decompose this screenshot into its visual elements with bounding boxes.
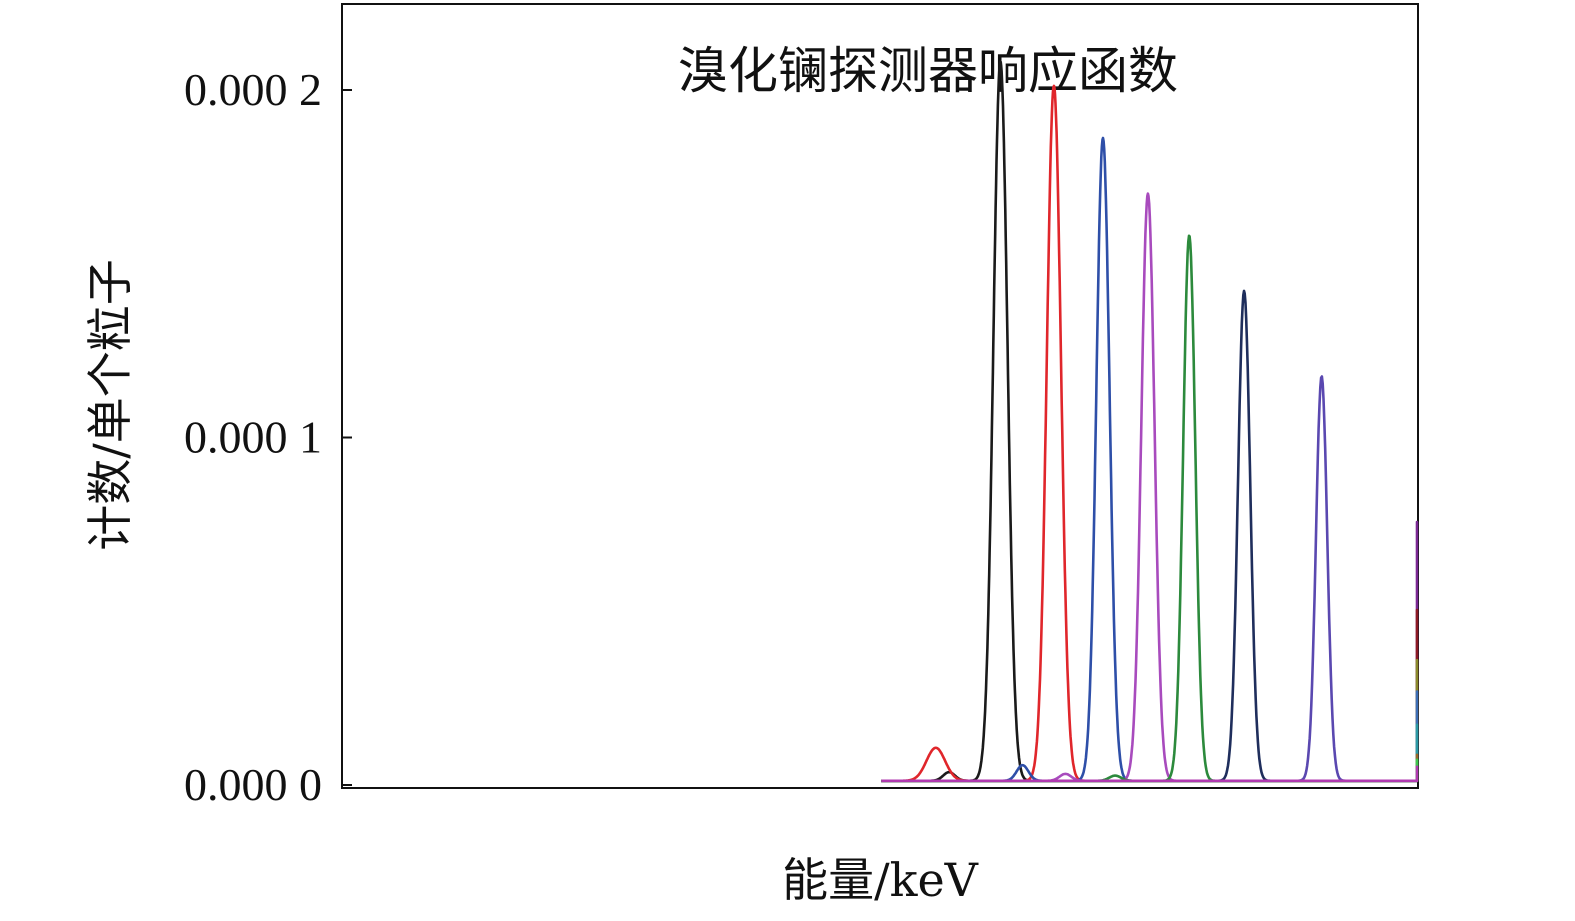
series-line-15 — [881, 765, 1419, 783]
series-line-6 — [880, 289, 1418, 783]
y-axis: 0.000 0 0.000 1 0.000 2 — [184, 64, 352, 810]
series-layer — [880, 60, 1419, 783]
y-tick-label: 0.000 0 — [184, 759, 322, 810]
y-tick-label: 0.000 1 — [184, 412, 322, 463]
series-line-4 — [880, 192, 1418, 783]
y-tick-label: 0.000 2 — [184, 64, 322, 115]
series-line-7 — [880, 375, 1418, 783]
series-line-3 — [880, 136, 1398, 783]
plot-frame — [341, 3, 1419, 789]
series-line-5 — [880, 234, 1418, 783]
series-line-8 — [881, 520, 1419, 783]
chart-title: 溴化镧探测器响应函数 — [678, 42, 1178, 100]
x-axis-label: 能量/keV — [782, 853, 979, 907]
series-line-9 — [881, 608, 1419, 783]
y-axis-label: 计数/单个粒子 — [83, 259, 137, 551]
